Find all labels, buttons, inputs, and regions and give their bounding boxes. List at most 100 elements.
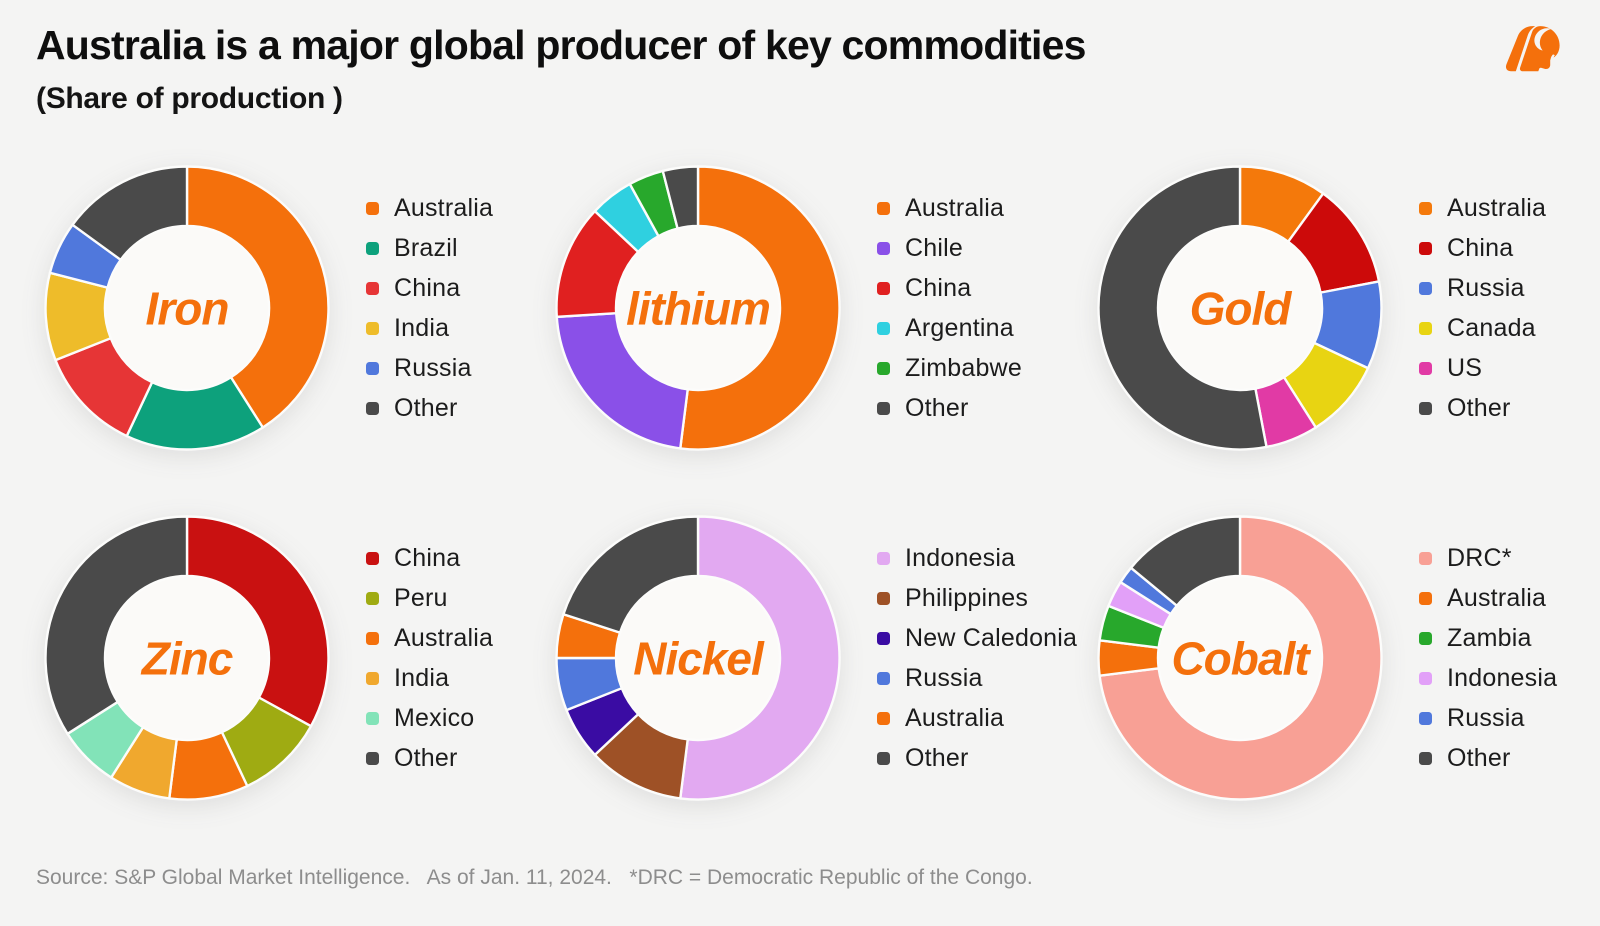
cobalt-legend-label-indonesia: Indonesia (1447, 663, 1558, 692)
gold-legend-swatch-russia (1419, 281, 1432, 295)
iron-slice-australia (185, 165, 330, 429)
lithium-legend-swatch-argentina (877, 321, 890, 335)
cobalt-legend-item-drc: DRC* (1419, 538, 1557, 578)
gold-legend-item-canada: Canada (1419, 308, 1546, 348)
zinc-donut-hole (104, 575, 270, 741)
cobalt-donut-chart: Cobalt (1097, 515, 1383, 801)
gold-legend-label-us: US (1447, 353, 1483, 382)
chart-nickel: Nickel Indonesia Philippines New Caledonia… (555, 515, 1077, 801)
zinc-legend-swatch-china (366, 551, 379, 565)
nickel-legend-label-new-caledonia: New Caledonia (905, 623, 1078, 652)
zinc-legend-label-australia: Australia (394, 623, 494, 652)
gold-center-label: Gold (1190, 283, 1293, 335)
cobalt-legend-swatch-drc (1419, 551, 1432, 565)
zinc-legend-swatch-india (366, 671, 379, 685)
nickel-legend-label-australia: Australia (905, 703, 1005, 732)
nickel-legend-label-indonesia: Indonesia (905, 543, 1016, 572)
gold-legend-item-us: US (1419, 348, 1546, 388)
cobalt-legend-item-other: Other (1419, 738, 1557, 778)
lithium-legend-label-chile: Chile (905, 233, 963, 262)
gold-legend-swatch-canada (1419, 321, 1432, 335)
lithium-legend-label-other: Other (905, 393, 969, 422)
iron-donut-chart: Iron (44, 165, 330, 451)
cobalt-slice-drc (1098, 515, 1383, 801)
gold-slice-other (1097, 165, 1268, 451)
iron-legend-label-china: China (394, 273, 461, 302)
iron-legend: Australia Brazil China India Russia Other (366, 188, 493, 428)
lithium-legend-swatch-australia (877, 201, 890, 215)
gold-legend-swatch-china (1419, 241, 1432, 255)
nickel-legend-item-indonesia: Indonesia (877, 538, 1077, 578)
iron-center-label: Iron (146, 283, 229, 335)
lithium-legend-label-australia: Australia (905, 193, 1005, 222)
nickel-legend-swatch-russia (877, 671, 890, 685)
gold-legend-swatch-us (1419, 361, 1432, 375)
zinc-legend-item-india: India (366, 658, 493, 698)
iron-legend-swatch-russia (366, 361, 379, 375)
zinc-legend-swatch-peru (366, 591, 379, 605)
nickel-legend-label-other: Other (905, 743, 969, 772)
iron-legend-item-india: India (366, 308, 493, 348)
gold-legend-label-canada: Canada (1447, 313, 1536, 342)
lithium-legend-item-chile: Chile (877, 228, 1022, 268)
gold-legend-swatch-other (1419, 401, 1432, 415)
lithium-donut-chart: lithium (555, 165, 841, 451)
nickel-legend-item-other: Other (877, 738, 1077, 778)
cobalt-donut-hole (1157, 575, 1323, 741)
iron-legend-label-brazil: Brazil (394, 233, 458, 262)
cobalt-slice-other (1129, 515, 1242, 607)
lithium-legend-swatch-china (877, 281, 890, 295)
iron-legend-swatch-china (366, 281, 379, 295)
cobalt-legend-swatch-indonesia (1419, 671, 1432, 685)
iron-legend-item-brazil: Brazil (366, 228, 493, 268)
nickel-legend-item-russia: Russia (877, 658, 1077, 698)
zinc-legend-swatch-mexico (366, 711, 379, 725)
zinc-slice-china (185, 515, 330, 728)
gold-legend-item-china: China (1419, 228, 1546, 268)
iron-legend-label-india: India (394, 313, 450, 342)
zinc-donut-chart: Zinc (44, 515, 330, 801)
zinc-legend-item-china: China (366, 538, 493, 578)
nickel-donut-chart: Nickel (555, 515, 841, 801)
lithium-legend-swatch-zimbabwe (877, 361, 890, 375)
zinc-legend: China Peru Australia India Mexico Other (366, 538, 493, 778)
gold-legend-label-russia: Russia (1447, 273, 1525, 302)
iron-legend-label-russia: Russia (394, 353, 472, 382)
zinc-legend-label-china: China (394, 543, 461, 572)
cobalt-legend-label-australia: Australia (1447, 583, 1547, 612)
zinc-legend-label-other: Other (394, 743, 458, 772)
zinc-center-label: Zinc (140, 633, 233, 685)
iron-legend-item-other: Other (366, 388, 493, 428)
lithium-legend-label-zimbabwe: Zimbabwe (905, 353, 1022, 382)
source-note: Source: S&P Global Market Intelligence. … (36, 866, 1033, 889)
lithium-legend-label-china: China (905, 273, 972, 302)
page-subtitle: (Share of production ) (36, 82, 343, 115)
iron-slice-other (71, 165, 189, 261)
zinc-legend-swatch-australia (366, 631, 379, 645)
cobalt-legend-item-australia: Australia (1419, 578, 1557, 618)
zinc-legend-item-peru: Peru (366, 578, 493, 618)
nickel-legend-item-philippines: Philippines (877, 578, 1077, 618)
lithium-legend-swatch-other (877, 401, 890, 415)
lithium-slice-other (661, 165, 700, 230)
nickel-legend-swatch-new-caledonia (877, 631, 890, 645)
gold-legend-label-australia: Australia (1447, 193, 1547, 222)
gold-legend-item-australia: Australia (1419, 188, 1546, 228)
cobalt-legend-label-zambia: Zambia (1447, 623, 1532, 652)
nickel-legend-swatch-other (877, 751, 890, 765)
gold-legend-swatch-australia (1419, 201, 1432, 215)
nickel-legend-item-australia: Australia (877, 698, 1077, 738)
iron-donut-hole (104, 225, 270, 391)
iron-legend-label-australia: Australia (394, 193, 494, 222)
zinc-legend-label-peru: Peru (394, 583, 448, 612)
nickel-legend-label-philippines: Philippines (905, 583, 1029, 612)
cobalt-legend-label-other: Other (1447, 743, 1511, 772)
lithium-donut-hole (615, 225, 781, 391)
nickel-slice-other (562, 515, 700, 634)
cobalt-legend-item-indonesia: Indonesia (1419, 658, 1557, 698)
iron-legend-swatch-india (366, 321, 379, 335)
zinc-legend-swatch-other (366, 751, 379, 765)
zinc-legend-label-mexico: Mexico (394, 703, 475, 732)
cobalt-legend: DRC* Australia Zambia Indonesia Russia Other (1419, 538, 1557, 778)
iron-legend-label-other: Other (394, 393, 458, 422)
